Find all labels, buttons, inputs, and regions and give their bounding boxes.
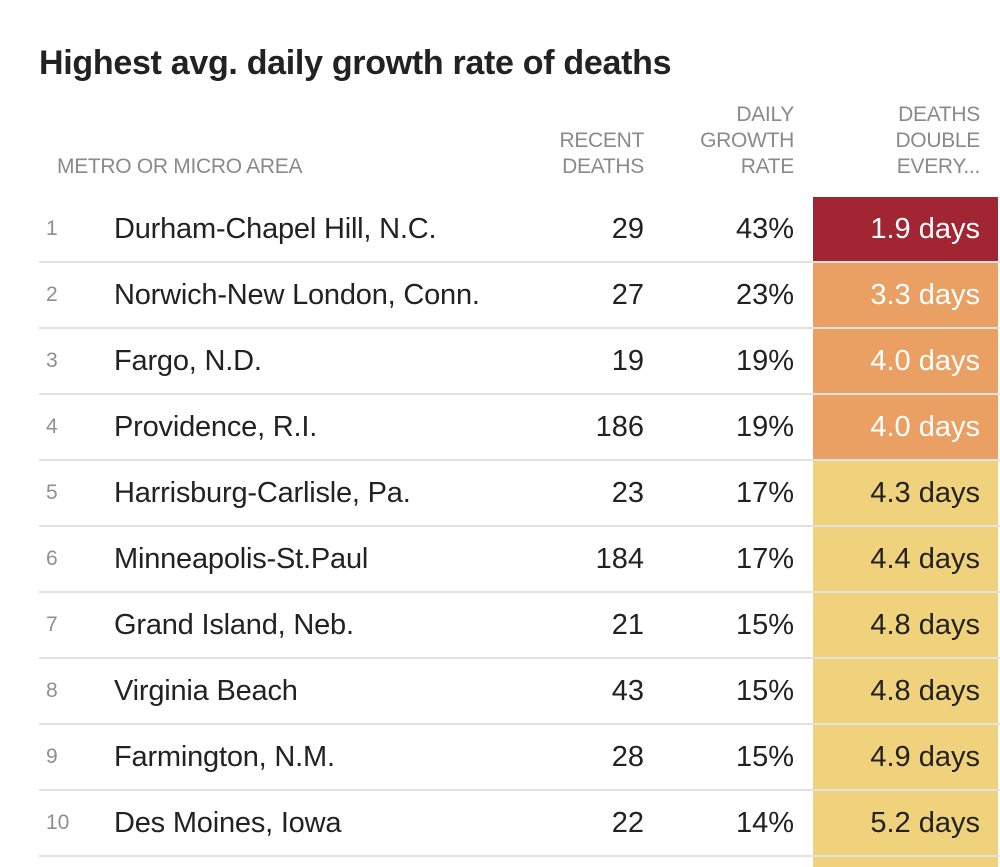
row-growth-rate: 15% <box>735 741 794 773</box>
row-growth-rate: 15% <box>735 609 794 641</box>
row-area-name: Durham-Chapel Hill, N.C. <box>114 213 437 245</box>
row-growth-rate: 19% <box>735 345 794 377</box>
row-recent-deaths: 29 <box>611 213 644 245</box>
row-area-name: Minneapolis-St.Paul <box>114 543 369 575</box>
row-growth-rate: 17% <box>735 477 794 509</box>
row-rank: 1 <box>46 217 58 240</box>
row-doubling-time: 4.4 days <box>813 527 998 591</box>
row-growth-rate: 15% <box>735 675 794 707</box>
row-doubling-time: 4.0 days <box>813 329 998 393</box>
row-recent-deaths: 184 <box>595 543 644 575</box>
column-header-doubling-line2: DOUBLE <box>895 129 980 152</box>
column-header-recent-deaths-line2: DEATHS <box>562 155 644 178</box>
column-header-growth-rate-line3: RATE <box>740 155 795 178</box>
row-growth-rate: 19% <box>735 411 794 443</box>
table-row: 6 Minneapolis-St.Paul 184 17% 4.4 days <box>39 527 1000 593</box>
row-rank: 4 <box>46 415 58 438</box>
row-recent-deaths: 43 <box>611 675 644 707</box>
column-header-doubling-line3: EVERY... <box>896 155 981 178</box>
row-doubling-time: 1.9 days <box>813 197 998 261</box>
row-recent-deaths: 21 <box>611 609 644 641</box>
row-recent-deaths: 23 <box>611 477 644 509</box>
column-header-recent-deaths: RECENT DEATHS <box>559 128 644 180</box>
column-header-area: METRO OR MICRO AREA <box>57 155 303 178</box>
table-row: 9 Farmington, N.M. 28 15% 4.9 days <box>39 725 1000 791</box>
table-row: 7 Grand Island, Neb. 21 15% 4.8 days <box>39 593 1000 659</box>
table-row: 3 Fargo, N.D. 19 19% 4.0 days <box>39 329 1000 395</box>
row-doubling-time: 4.8 days <box>813 659 998 723</box>
row-rank: 6 <box>46 547 58 570</box>
row-area-name: Harrisburg-Carlisle, Pa. <box>114 477 411 509</box>
row-rank: 3 <box>46 349 58 372</box>
table-row-partial <box>39 857 1000 867</box>
column-header-doubling-time: DEATHS DOUBLE EVERY... <box>895 102 980 180</box>
column-header-doubling-line1: DEATHS <box>898 103 980 126</box>
row-doubling-time: 4.9 days <box>813 725 998 789</box>
column-header-growth-rate-line2: GROWTH <box>700 129 794 152</box>
row-area-name: Virginia Beach <box>114 675 298 707</box>
table-title: Highest avg. daily growth rate of deaths <box>39 44 672 82</box>
row-rank: 9 <box>46 745 58 768</box>
row-recent-deaths: 19 <box>611 345 644 377</box>
table-row: 10 Des Moines, Iowa 22 14% 5.2 days <box>39 791 1000 857</box>
table-row: 1 Durham-Chapel Hill, N.C. 29 43% 1.9 days <box>39 197 1000 263</box>
table-row: 8 Virginia Beach 43 15% 4.8 days <box>39 659 1000 725</box>
row-area-name: Norwich-New London, Conn. <box>114 279 480 311</box>
row-area-name: Fargo, N.D. <box>114 345 262 377</box>
row-rank: 8 <box>46 679 58 702</box>
column-header-recent-deaths-line1: RECENT <box>559 129 644 152</box>
row-growth-rate: 14% <box>735 807 794 839</box>
row-rank: 5 <box>46 481 58 504</box>
row-recent-deaths: 27 <box>611 279 644 311</box>
row-area-name: Grand Island, Neb. <box>114 609 354 641</box>
row-growth-rate: 23% <box>735 279 794 311</box>
row-doubling-time: 4.0 days <box>813 395 998 459</box>
row-area-name: Farmington, N.M. <box>114 741 335 773</box>
row-area-name: Providence, R.I. <box>114 411 318 443</box>
row-recent-deaths: 22 <box>611 807 644 839</box>
row-doubling-time: 5.2 days <box>813 791 998 855</box>
row-doubling-time-partial <box>813 857 998 867</box>
table-row: 2 Norwich-New London, Conn. 27 23% 3.3 days <box>39 263 1000 329</box>
table-row: 4 Providence, R.I. 186 19% 4.0 days <box>39 395 1000 461</box>
growth-rate-table: 1 Durham-Chapel Hill, N.C. 29 43% 1.9 days 2 N… <box>39 197 1000 867</box>
row-growth-rate: 43% <box>735 213 794 245</box>
row-doubling-time: 3.3 days <box>813 263 998 327</box>
row-doubling-time: 4.8 days <box>813 593 998 657</box>
row-recent-deaths: 186 <box>595 411 644 443</box>
row-rank: 10 <box>46 811 70 834</box>
row-doubling-time: 4.3 days <box>813 461 998 525</box>
row-area-name: Des Moines, Iowa <box>114 807 342 839</box>
row-recent-deaths: 28 <box>611 741 644 773</box>
column-header-growth-rate-line1: DAILY <box>736 103 794 126</box>
row-rank: 2 <box>46 283 58 306</box>
row-growth-rate: 17% <box>735 543 794 575</box>
row-rank: 7 <box>46 613 58 636</box>
table-row: 5 Harrisburg-Carlisle, Pa. 23 17% 4.3 days <box>39 461 1000 527</box>
column-header-growth-rate: DAILY GROWTH RATE <box>700 102 794 180</box>
